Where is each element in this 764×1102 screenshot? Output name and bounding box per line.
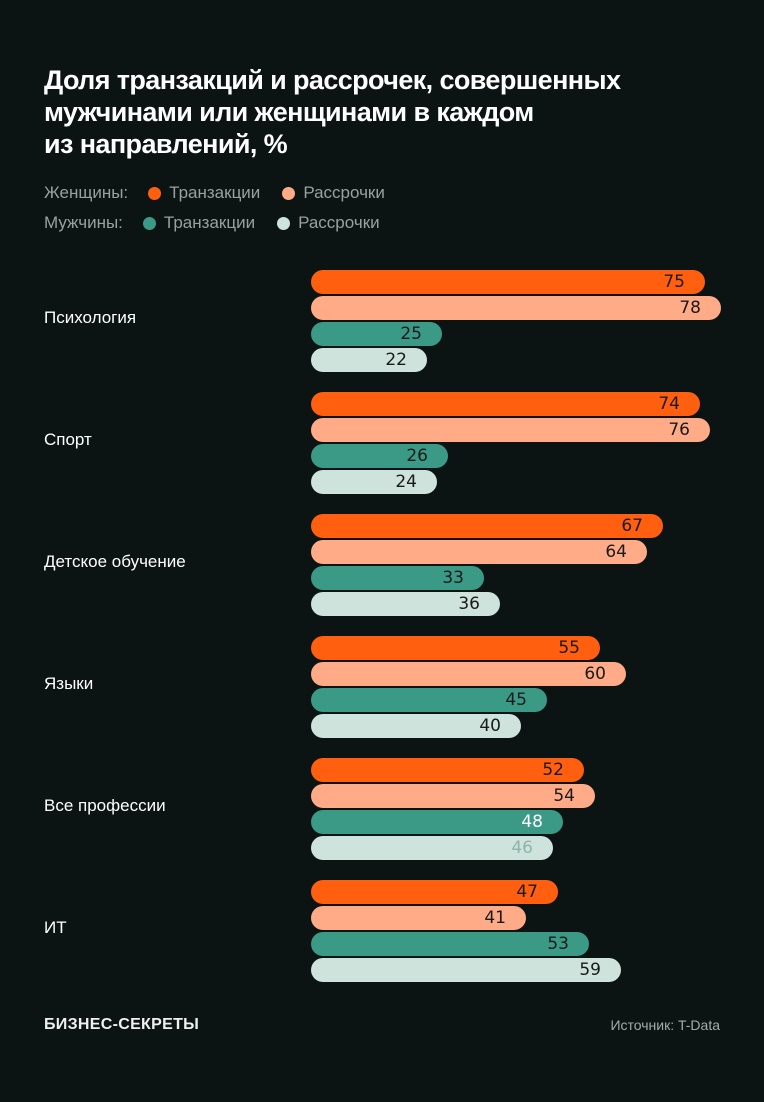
category-label: Детское обучение	[44, 552, 186, 571]
bar-men-tx: 45	[311, 688, 547, 712]
bar-value-label: 75	[663, 272, 685, 292]
teal-dot-icon	[142, 216, 156, 230]
bar-men-inst: 40	[311, 714, 521, 738]
legend-women-label: Женщины:	[44, 183, 129, 202]
bar-value-label: 55	[558, 638, 580, 658]
bar-value-label: 53	[547, 934, 569, 954]
legend-item-women-installments: Рассрочки	[282, 183, 385, 203]
title-line-3: из направлений, %	[44, 129, 288, 159]
bar-value-label: 26	[406, 446, 428, 466]
bar-women-inst: 76	[311, 418, 710, 442]
bar-women-inst: 60	[311, 662, 626, 686]
brand-logo: БИЗНЕС-СЕКРЕТЫ	[44, 1016, 200, 1033]
bar-value-label: 48	[521, 812, 543, 832]
bar-value-label: 47	[516, 882, 538, 902]
bar-value-label: 40	[479, 716, 501, 736]
bar-value-label: 41	[484, 908, 506, 928]
title-line-1: Доля транзакций и рассрочек, совершенных	[44, 65, 621, 95]
bar-value-label: 33	[442, 568, 464, 588]
bar-women-tx: 47	[311, 880, 558, 904]
bar-women-inst: 64	[311, 540, 647, 564]
legend-item-men-transactions: Транзакции	[142, 213, 255, 233]
bar-women-inst: 41	[311, 906, 526, 930]
bar-value-label: 64	[605, 542, 627, 562]
bar-value-label: 24	[395, 472, 417, 492]
category-label: ИТ	[44, 918, 67, 937]
bar-value-label: 74	[658, 394, 680, 414]
bar-men-tx: 48	[311, 810, 563, 834]
bar-women-tx: 74	[311, 392, 700, 416]
bar-value-label: 59	[579, 960, 601, 980]
source-note: Источник: T-Data	[610, 1017, 720, 1033]
bar-men-inst: 46	[311, 836, 553, 860]
title-line-2: мужчинами или женщинами в каждом	[44, 97, 534, 127]
legend-item-men-installments: Рассрочки	[277, 213, 380, 233]
bar-value-label: 60	[584, 664, 606, 684]
bar-value-label: 25	[400, 324, 422, 344]
category-label: Языки	[44, 674, 94, 693]
bar-men-inst: 59	[311, 958, 621, 982]
legend-row-women: Женщины: Транзакции Рассрочки	[44, 181, 407, 205]
category-label: Спорт	[44, 430, 92, 449]
bar-men-tx: 25	[311, 322, 442, 346]
bar-women-inst: 78	[311, 296, 721, 320]
bar-men-tx: 53	[311, 932, 589, 956]
bar-women-tx: 75	[311, 270, 705, 294]
legend-item-women-transactions: Транзакции	[148, 183, 260, 203]
bar-value-label: 67	[621, 516, 643, 536]
bar-men-inst: 24	[311, 470, 437, 494]
chart-title: Доля транзакций и рассрочек, совершенных…	[44, 64, 724, 160]
bar-women-tx: 52	[311, 758, 584, 782]
bar-value-label: 52	[542, 760, 564, 780]
category-label: Все профессии	[44, 796, 166, 815]
bar-value-label: 54	[553, 786, 575, 806]
bar-value-label: 45	[505, 690, 527, 710]
bar-men-inst: 36	[311, 592, 500, 616]
category-label: Психология	[44, 308, 137, 327]
bar-value-label: 78	[679, 298, 701, 318]
bar-women-tx: 67	[311, 514, 663, 538]
bar-women-inst: 54	[311, 784, 595, 808]
bar-value-label: 76	[668, 420, 690, 440]
bar-value-label: 36	[458, 594, 480, 614]
orange-dot-icon	[148, 186, 162, 200]
peach-dot-icon	[282, 186, 296, 200]
bar-women-tx: 55	[311, 636, 600, 660]
bar-men-tx: 33	[311, 566, 484, 590]
bar-value-label: 46	[511, 838, 533, 858]
bar-value-label: 22	[385, 350, 407, 370]
mint-dot-icon	[277, 216, 291, 230]
bar-men-inst: 22	[311, 348, 427, 372]
legend-row-men: Мужчины: Транзакции Рассрочки	[44, 211, 402, 235]
legend-men-label: Мужчины:	[44, 213, 123, 232]
bar-men-tx: 26	[311, 444, 448, 468]
